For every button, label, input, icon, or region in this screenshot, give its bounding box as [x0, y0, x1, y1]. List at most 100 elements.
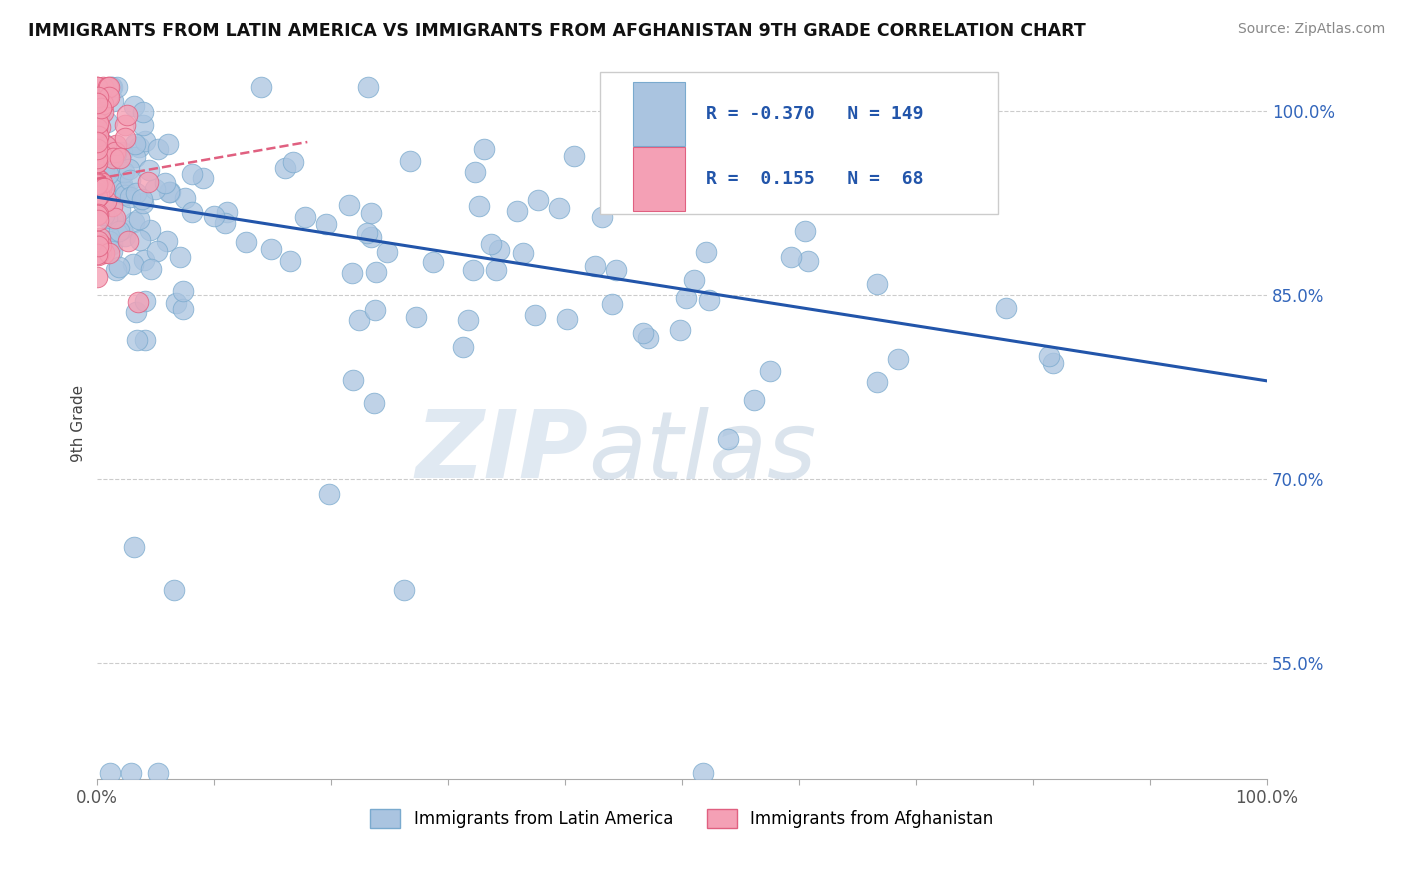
Point	[89, 101, 111, 115]
Point	[866, 375, 889, 389]
Point	[86, 208, 108, 222]
Point	[356, 227, 378, 241]
Point	[165, 296, 187, 310]
Point	[468, 199, 491, 213]
Point	[156, 136, 179, 151]
Point	[87, 116, 110, 130]
Point	[451, 340, 474, 354]
Point	[104, 263, 127, 277]
Point	[181, 205, 204, 219]
Point	[134, 333, 156, 347]
Point	[93, 180, 115, 194]
Point	[101, 151, 124, 165]
Point	[146, 142, 169, 156]
Point	[100, 236, 122, 251]
Point	[461, 263, 484, 277]
Point	[717, 432, 740, 446]
Point	[506, 204, 529, 219]
Point	[98, 765, 121, 780]
Point	[93, 136, 115, 151]
Point	[89, 120, 111, 134]
Point	[134, 253, 156, 268]
Point	[357, 79, 380, 94]
Point	[375, 245, 398, 260]
Point	[100, 79, 122, 94]
Point	[87, 128, 110, 143]
Point	[562, 149, 585, 163]
Point	[399, 154, 422, 169]
Point	[1038, 349, 1060, 363]
Point	[108, 260, 131, 275]
Point	[994, 301, 1017, 315]
Point	[86, 172, 108, 186]
Point	[360, 230, 382, 244]
Point	[794, 223, 817, 237]
Point	[93, 246, 115, 260]
Text: atlas: atlas	[588, 407, 817, 498]
Point	[692, 765, 714, 780]
Point	[86, 149, 108, 163]
Legend: Immigrants from Latin America, Immigrants from Afghanistan: Immigrants from Latin America, Immigrant…	[364, 802, 1000, 835]
Point	[114, 184, 136, 198]
Point	[122, 99, 145, 113]
Point	[583, 259, 606, 273]
Point	[204, 209, 226, 223]
Point	[422, 255, 444, 269]
Point	[274, 161, 297, 175]
Point	[526, 193, 548, 207]
Point	[347, 313, 370, 327]
Y-axis label: 9th Grade: 9th Grade	[72, 385, 86, 462]
Point	[90, 146, 112, 161]
Point	[124, 150, 146, 164]
Point	[111, 179, 134, 194]
Point	[87, 239, 110, 253]
Text: R =  0.155   N =  68: R = 0.155 N = 68	[706, 169, 924, 188]
Point	[120, 189, 142, 203]
Point	[967, 171, 990, 186]
Point	[682, 273, 704, 287]
Point	[479, 236, 502, 251]
Point	[86, 79, 108, 94]
Point	[98, 161, 121, 175]
Point	[392, 582, 415, 597]
Point	[141, 261, 163, 276]
Point	[342, 372, 364, 386]
Point	[464, 164, 486, 178]
Point	[169, 250, 191, 264]
Point	[121, 257, 143, 271]
Point	[98, 246, 121, 260]
Point	[104, 211, 127, 226]
Point	[153, 176, 176, 190]
Point	[97, 90, 120, 104]
Point	[97, 88, 120, 103]
Point	[86, 110, 108, 124]
Point	[125, 186, 148, 201]
Point	[157, 185, 180, 199]
Point	[120, 765, 142, 780]
Point	[405, 310, 427, 324]
Point	[363, 396, 385, 410]
Point	[94, 194, 117, 208]
Point	[91, 79, 114, 94]
Point	[89, 140, 111, 154]
Point	[131, 192, 153, 206]
Point	[108, 223, 131, 237]
Point	[633, 326, 655, 340]
Point	[90, 140, 112, 154]
Point	[118, 161, 141, 176]
Point	[98, 234, 121, 248]
Point	[86, 135, 108, 149]
Point	[98, 229, 121, 244]
Point	[132, 118, 155, 132]
Point	[637, 331, 659, 345]
FancyBboxPatch shape	[600, 72, 998, 214]
Point	[86, 154, 108, 169]
Text: IMMIGRANTS FROM LATIN AMERICA VS IMMIGRANTS FROM AFGHANISTAN 9TH GRADE CORRELATI: IMMIGRANTS FROM LATIN AMERICA VS IMMIGRA…	[28, 22, 1085, 40]
Point	[112, 164, 135, 178]
Point	[132, 196, 155, 211]
Point	[96, 115, 118, 129]
Point	[138, 223, 160, 237]
Point	[235, 235, 257, 249]
Point	[86, 190, 108, 204]
Point	[591, 210, 613, 224]
